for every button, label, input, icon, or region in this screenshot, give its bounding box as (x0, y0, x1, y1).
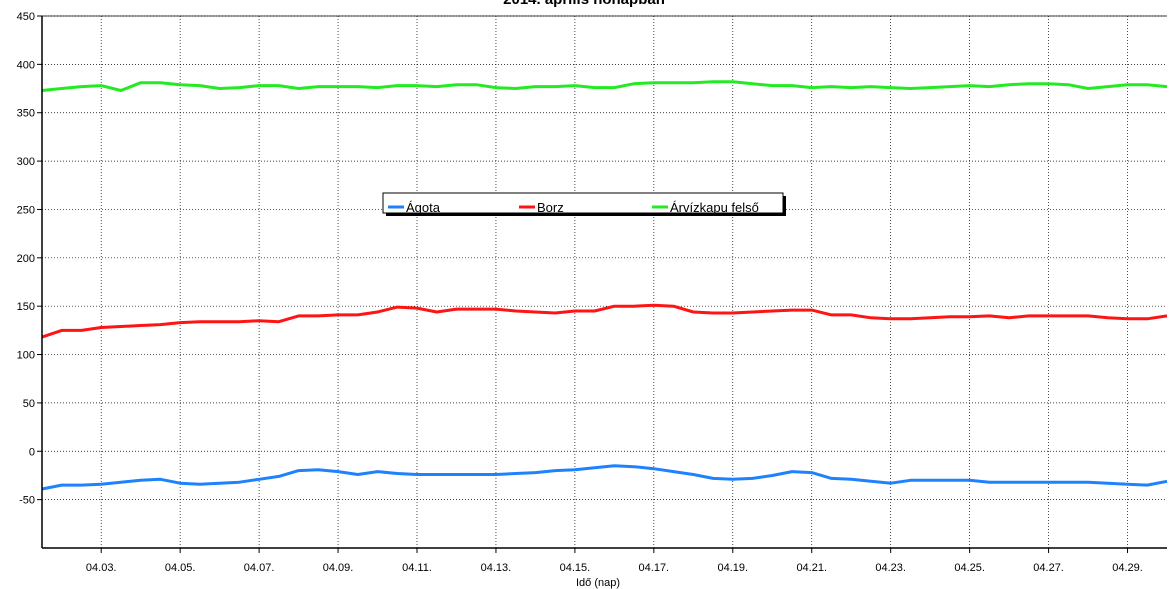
y-tick-label: 100 (17, 350, 35, 362)
x-axis-label: Idő (nap) (576, 577, 620, 589)
y-tick-label: 200 (17, 253, 35, 265)
x-tick-label: 04.07. (244, 562, 275, 574)
series-lines (41, 80, 1168, 491)
series-line--rv-zkapu-fels- (41, 80, 1168, 92)
y-tick-label: 350 (17, 108, 35, 120)
x-tick-label: 04.15. (560, 562, 591, 574)
series-line--gota (41, 464, 1168, 491)
legend-label: Borz (537, 200, 564, 215)
legend: Ágota Borz Árvízkapu felső (382, 192, 786, 216)
y-tick-label: 300 (17, 156, 35, 168)
legend-box (382, 192, 784, 214)
x-tick-label: 04.25. (954, 562, 985, 574)
y-tick-label: -50 (19, 495, 35, 507)
y-axis-ticks: 450 400 350 300 250 200 150 100 50 0 -50 (17, 11, 42, 507)
legend-label: Árvízkapu felső (670, 200, 759, 215)
y-tick-label: 250 (17, 204, 35, 216)
x-tick-label: 04.29. (1112, 562, 1143, 574)
x-tick-label: 04.11. (402, 562, 432, 574)
y-tick-label: 150 (17, 301, 35, 313)
x-tick-label: 04.19. (717, 562, 748, 574)
x-tick-label: 04.21. (796, 562, 827, 574)
x-tick-label: 04.09. (323, 562, 354, 574)
x-axis-ticks: 04.03. 04.05. 04.07. 04.09. 04.11. 04.13. 04.1… (86, 548, 1143, 574)
series-line-borz (41, 303, 1168, 339)
x-tick-label: 04.23. (875, 562, 906, 574)
x-tick-label: 04.05. (165, 562, 196, 574)
y-tick-label: 450 (17, 11, 35, 23)
x-tick-label: 04.17. (639, 562, 670, 574)
x-tick-label: 04.13. (481, 562, 512, 574)
chart-title: 2014. április hónapban (503, 0, 665, 8)
y-tick-label: 50 (23, 398, 35, 410)
y-tick-label: 400 (17, 59, 35, 71)
legend-label: Ágota (406, 200, 441, 215)
axes (41, 15, 1167, 549)
y-tick-label: 0 (29, 446, 35, 458)
x-tick-label: 04.03. (86, 562, 117, 574)
x-tick-label: 04.27. (1033, 562, 1064, 574)
